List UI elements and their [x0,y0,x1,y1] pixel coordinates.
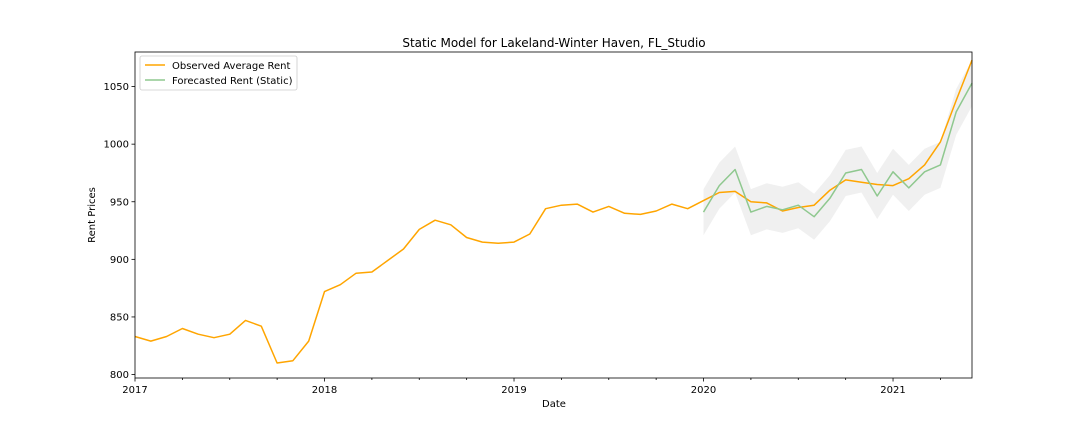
legend-label-observed: Observed Average Rent [172,61,291,72]
plot-area-frame [134,51,973,379]
x-tick-label: 2020 [691,385,716,396]
series-layer [134,59,973,364]
observed-rent-line [134,59,973,364]
confidence-band-layer [703,60,972,240]
x-tick-label: 2017 [122,385,147,396]
legend-frame [139,55,298,91]
x-axis-label: Date [542,399,566,410]
y-tick-label: 1050 [104,82,129,93]
y-tick-label: 1000 [104,140,129,151]
confidence-band [703,60,972,240]
y-axis-label: Rent Prices [87,187,98,243]
x-tick-label: 2019 [501,385,526,396]
y-tick-label: 900 [110,255,129,266]
y-axis: 800 850 900 950 1000 1050 [104,82,135,381]
y-tick-label: 950 [110,197,129,208]
x-tick-label: 2021 [880,385,905,396]
x-axis: 2017 2018 2019 2020 2021 [122,378,941,396]
forecast-rent-line [702,82,973,218]
y-tick-label: 800 [110,370,129,381]
x-tick-label: 2018 [312,385,337,396]
legend: Observed Average Rent Forecasted Rent (S… [139,55,298,91]
y-tick-label: 850 [110,312,129,323]
legend-label-forecast: Forecasted Rent (Static) [172,76,293,87]
chart-title: Static Model for Lakeland-Winter Haven, … [402,36,705,50]
